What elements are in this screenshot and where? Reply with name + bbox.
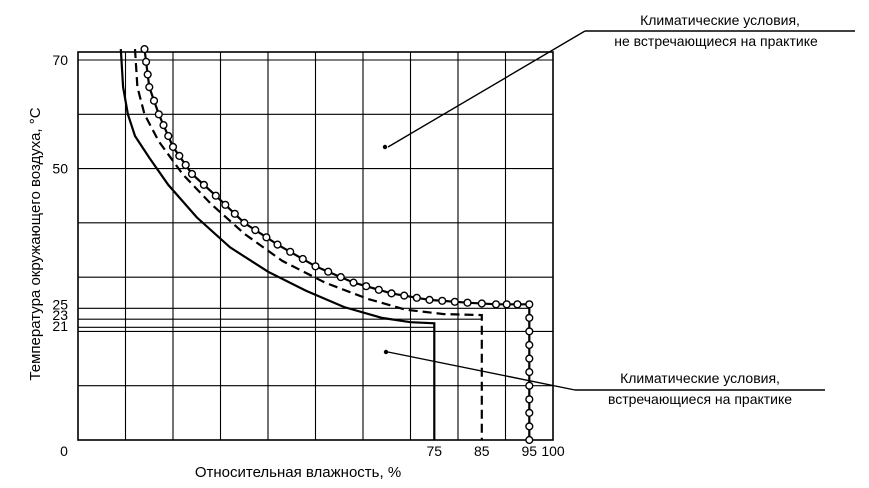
series-marker [298,254,307,264]
series-line-solid [119,49,436,440]
y-tick-label: 70 [52,52,68,68]
series-marker [154,110,163,119]
y-tick-label: 21 [52,318,68,334]
series-marker [273,240,282,249]
series-marker [251,226,260,235]
series-marker [400,291,409,300]
series-marker [387,289,396,298]
x-tick-label: 100 [541,443,565,459]
annotation-practical-line2: встречающиеся на практике [608,391,792,407]
series-marker [425,295,434,305]
series-marker [463,298,472,307]
series-marker [187,169,197,179]
series-marker [324,267,333,276]
series-marker [525,354,534,363]
series-marker [168,142,178,152]
series-marker [513,300,522,309]
series-marker [525,435,534,445]
series-marker [140,44,149,54]
annotation-practical-leader [387,351,576,391]
series-marker [525,422,534,431]
series-line-dashed [133,49,483,440]
series-marker [412,293,421,302]
series-marker [164,131,173,141]
annotation-impractical-line1: Климатические условия, [640,12,800,28]
series-marker [362,282,371,291]
series-marker [336,273,345,282]
series-marker [142,57,151,66]
annotation-practical-dot [383,349,389,355]
x-tick-label: 75 [426,443,442,459]
y-axis-label: Температура окружающего воздуха, °C [27,107,44,380]
series-marker [477,299,486,308]
series-marker [211,191,220,200]
series-marker [199,180,209,190]
series-marker [159,120,168,130]
series-marker [374,285,383,294]
series-marker [450,297,459,306]
series-marker [149,96,159,105]
series-marker [181,160,190,170]
series-marker [221,200,230,209]
series-marker [502,300,511,309]
series-marker [230,209,239,218]
series-marker [311,262,320,271]
series-marker [491,300,501,309]
series-marker [143,70,152,79]
series-line-circles [143,48,531,440]
series-marker [262,233,271,242]
y-tick-label: 23 [52,307,68,323]
series-marker [525,300,534,309]
series-marker [145,82,154,92]
series-marker [240,218,249,228]
series-marker [438,296,447,305]
annotation-impractical-line2: не встречающиеся на практике [614,33,818,49]
series-marker [525,327,534,336]
series-group [78,44,534,445]
annotation-impractical-dot [382,144,388,150]
y-tick-label: 25 [52,296,68,312]
x-axis-label: Относительная влажность, % [195,464,401,481]
series-marker [525,340,534,350]
annotation-impractical-leader [387,30,586,148]
series-marker [525,368,534,377]
annotation-practical-line1: Климатические условия, [620,370,780,386]
series-marker [525,381,534,390]
x-tick-label: 95 [521,443,537,459]
annotation-impractical: Климатические условия, не встречающиеся … [382,12,855,150]
y-tick-label: 50 [52,161,68,177]
x-tick-label: 85 [474,443,490,459]
series-marker [349,278,358,287]
series-marker [525,313,534,323]
series-marker [286,247,295,256]
annotation-practical: Климатические условия, встречающиеся на … [383,349,825,407]
x-tick-label: 0 [60,443,68,459]
series-marker [525,408,534,418]
series-marker [525,395,534,404]
series-marker [175,151,184,161]
